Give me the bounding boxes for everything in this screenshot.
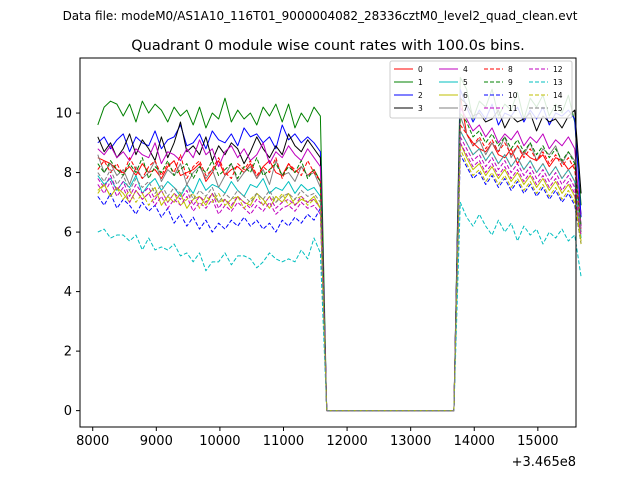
x-tick-label: 15000 xyxy=(517,434,558,449)
x-offset-label: +3.465e8 xyxy=(512,455,576,470)
axes-frame xyxy=(79,57,577,428)
y-axis: 0 2 4 6 8 10 xyxy=(55,107,80,419)
legend-entry-5: 5 xyxy=(439,78,468,87)
x-axis: 8000 9000 10000 11000 12000 13000 14000 15000 xyxy=(76,427,559,449)
legend-entry-4: 4 xyxy=(439,65,468,74)
series-line-15 xyxy=(97,130,582,412)
legend-entry-15: 15 xyxy=(529,104,563,113)
legend-label: 14 xyxy=(553,91,563,100)
y-tick-label: 0 xyxy=(64,404,72,419)
legend-entry-9: 9 xyxy=(484,78,513,87)
legend-entry-12: 12 xyxy=(529,65,563,74)
legend-entry-6: 6 xyxy=(439,91,468,100)
x-tick-label: 8000 xyxy=(76,434,109,449)
legend-entry-10: 10 xyxy=(484,91,518,100)
legend-label: 7 xyxy=(463,104,468,113)
legend-label: 10 xyxy=(508,91,518,100)
legend-entry-11: 11 xyxy=(484,104,518,113)
x-tick-label: 10000 xyxy=(199,434,240,449)
y-tick-label: 10 xyxy=(55,107,72,122)
legend-label: 1 xyxy=(418,78,423,87)
legend-label: 8 xyxy=(508,65,513,74)
legend-entry-3: 3 xyxy=(394,104,423,113)
legend-label: 2 xyxy=(418,91,423,100)
x-tick-label: 11000 xyxy=(263,434,304,449)
plot-lines xyxy=(97,76,582,412)
legend-entry-0: 0 xyxy=(394,65,423,74)
legend-entry-13: 13 xyxy=(529,78,563,87)
x-tick-label: 14000 xyxy=(454,434,495,449)
legend-label: 13 xyxy=(553,78,563,87)
legend-entry-8: 8 xyxy=(484,65,513,74)
legend-label: 11 xyxy=(508,104,518,113)
x-tick-label: 12000 xyxy=(326,434,367,449)
y-tick-label: 2 xyxy=(64,345,72,360)
chart-title: Quadrant 0 module wise count rates with … xyxy=(131,38,525,54)
legend-label: 0 xyxy=(418,65,423,74)
y-tick-label: 8 xyxy=(64,166,72,181)
legend-label: 9 xyxy=(508,78,513,87)
legend-entry-1: 1 xyxy=(394,78,423,87)
x-tick-label: 9000 xyxy=(140,434,173,449)
legend-label: 3 xyxy=(418,104,423,113)
legend-entry-7: 7 xyxy=(439,104,468,113)
legend-entry-14: 14 xyxy=(529,91,563,100)
legend-label: 12 xyxy=(553,65,563,74)
legend-label: 4 xyxy=(463,65,468,74)
x-tick-label: 13000 xyxy=(390,434,431,449)
legend-entry-2: 2 xyxy=(394,91,423,100)
figure-suptitle: Data file: modeM0/AS1A10_116T01_90000040… xyxy=(63,9,578,23)
legend-box xyxy=(389,60,573,119)
legend-label: 6 xyxy=(463,91,468,100)
legend-label: 5 xyxy=(463,78,468,87)
legend-label: 15 xyxy=(553,104,563,113)
y-tick-label: 6 xyxy=(64,226,72,241)
y-tick-label: 4 xyxy=(64,285,72,300)
